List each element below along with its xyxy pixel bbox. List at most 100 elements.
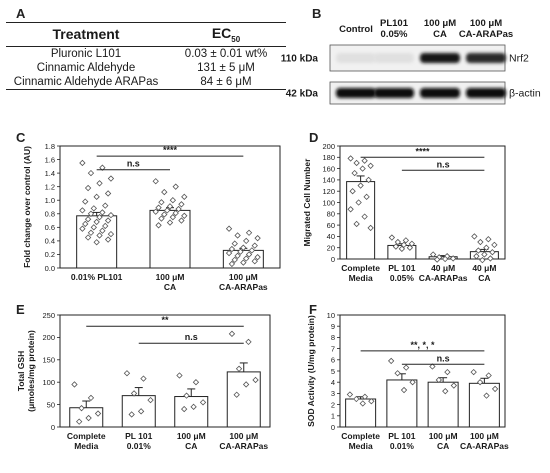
y-tick-label: 180 (322, 153, 335, 162)
data-point (367, 162, 374, 169)
bar (427, 381, 459, 428)
data-point (367, 224, 374, 232)
data-point (231, 240, 238, 247)
data-point (87, 210, 95, 217)
significance-label: **, *, * (410, 340, 435, 350)
bar (346, 181, 376, 260)
data-point (353, 220, 360, 228)
data-point (79, 207, 86, 214)
y-tick-label: 1.2 (45, 182, 55, 191)
data-point (394, 238, 402, 246)
ec50-table-body: Pluronic L101 0.03 ± 0.01 wt% Cinnamic Ald… (6, 46, 286, 90)
x-tick-label: CA (437, 441, 449, 451)
data-point (409, 379, 416, 386)
data-point (93, 239, 100, 246)
data-point (99, 227, 106, 234)
data-point (104, 190, 112, 197)
lane-label: 100 μM (470, 18, 502, 29)
y-tick-label: 1.4 (45, 169, 55, 178)
data-point (152, 208, 159, 215)
data-point (84, 184, 92, 192)
data-point (346, 391, 354, 398)
data-point (183, 392, 190, 399)
significance-label: **** (163, 145, 178, 155)
data-point (473, 253, 480, 260)
data-point (96, 180, 103, 187)
lane-label: CA (433, 29, 447, 40)
data-point (155, 204, 162, 211)
y-tick-label: 1.8 (45, 142, 55, 151)
chart-C: 0.0 0.2 0.4 0.6 0.8 1.0 1.2 1.4 1.6 1.8 Fold chang… (22, 142, 281, 292)
blot-band (374, 88, 414, 98)
data-point (483, 244, 490, 251)
data-point (102, 202, 109, 209)
data-point (107, 211, 115, 219)
data-point (82, 220, 89, 228)
y-tick-label: 80 (327, 210, 335, 219)
data-point (130, 390, 138, 397)
x-tick-label: 40 μM (431, 263, 455, 273)
data-point (392, 243, 400, 250)
data-point (351, 169, 358, 177)
data-point (176, 372, 183, 379)
y-tick-label: 0.8 (45, 210, 55, 219)
blot-band (466, 53, 506, 63)
significance-label: n.s (185, 332, 198, 342)
data-point (94, 410, 102, 417)
x-tick-label: 40 μM (472, 263, 496, 273)
data-point (450, 382, 458, 389)
data-point (347, 155, 354, 162)
y-tick-label: 140 (322, 176, 335, 185)
y-tick-label: 7 (331, 344, 335, 353)
data-point (87, 169, 95, 177)
data-point (84, 216, 92, 223)
data-point (476, 379, 484, 386)
data-point (228, 330, 236, 337)
ec50-value-cell: 131 ± 5 μM (197, 61, 255, 74)
y-axis-label: (μmoles/mg protein) (26, 330, 36, 412)
bar (149, 209, 191, 269)
data-point (245, 251, 253, 258)
data-point (361, 393, 369, 400)
y-tick-label: 100 (42, 378, 55, 387)
data-point (485, 236, 492, 243)
data-point (491, 241, 498, 249)
data-point (449, 255, 457, 262)
x-tick-label: 100 μM (177, 431, 206, 441)
data-point (475, 247, 482, 254)
data-point (251, 242, 258, 249)
data-point (107, 175, 115, 182)
y-axis-label: Migrated Cell Number (302, 158, 312, 247)
y-tick-label: 160 (322, 164, 335, 173)
data-point (175, 205, 182, 213)
x-tick-label: PL 101 (125, 431, 153, 441)
data-point (477, 238, 484, 246)
x-tick-label: Media (349, 273, 373, 283)
data-point (234, 232, 241, 239)
x-tick-label: CA (164, 282, 176, 292)
ec50-treatment-cell: Cinnamic Aldehyde (36, 61, 136, 74)
y-tick-label: 100 (322, 198, 335, 207)
data-point (172, 183, 179, 190)
data-point (471, 233, 478, 240)
significance-label: n.s (437, 353, 450, 363)
data-point (441, 255, 449, 263)
data-point (87, 229, 95, 236)
ec50-treatment-cell: Cinnamic Aldehyde ARAPas (13, 75, 159, 88)
data-point (485, 372, 492, 379)
data-point (147, 396, 154, 404)
data-point (254, 253, 261, 261)
data-point (225, 225, 233, 232)
data-point (363, 193, 370, 201)
y-axis-label: Total GSH (16, 351, 26, 391)
data-point (435, 376, 443, 384)
y-tick-label: 6 (331, 356, 335, 365)
data-point (172, 209, 179, 217)
data-point (237, 248, 244, 255)
data-point (87, 394, 95, 402)
data-point (104, 236, 112, 243)
x-tick-label: CA-ARAPas (219, 441, 268, 451)
lane-label: Control (339, 24, 373, 35)
